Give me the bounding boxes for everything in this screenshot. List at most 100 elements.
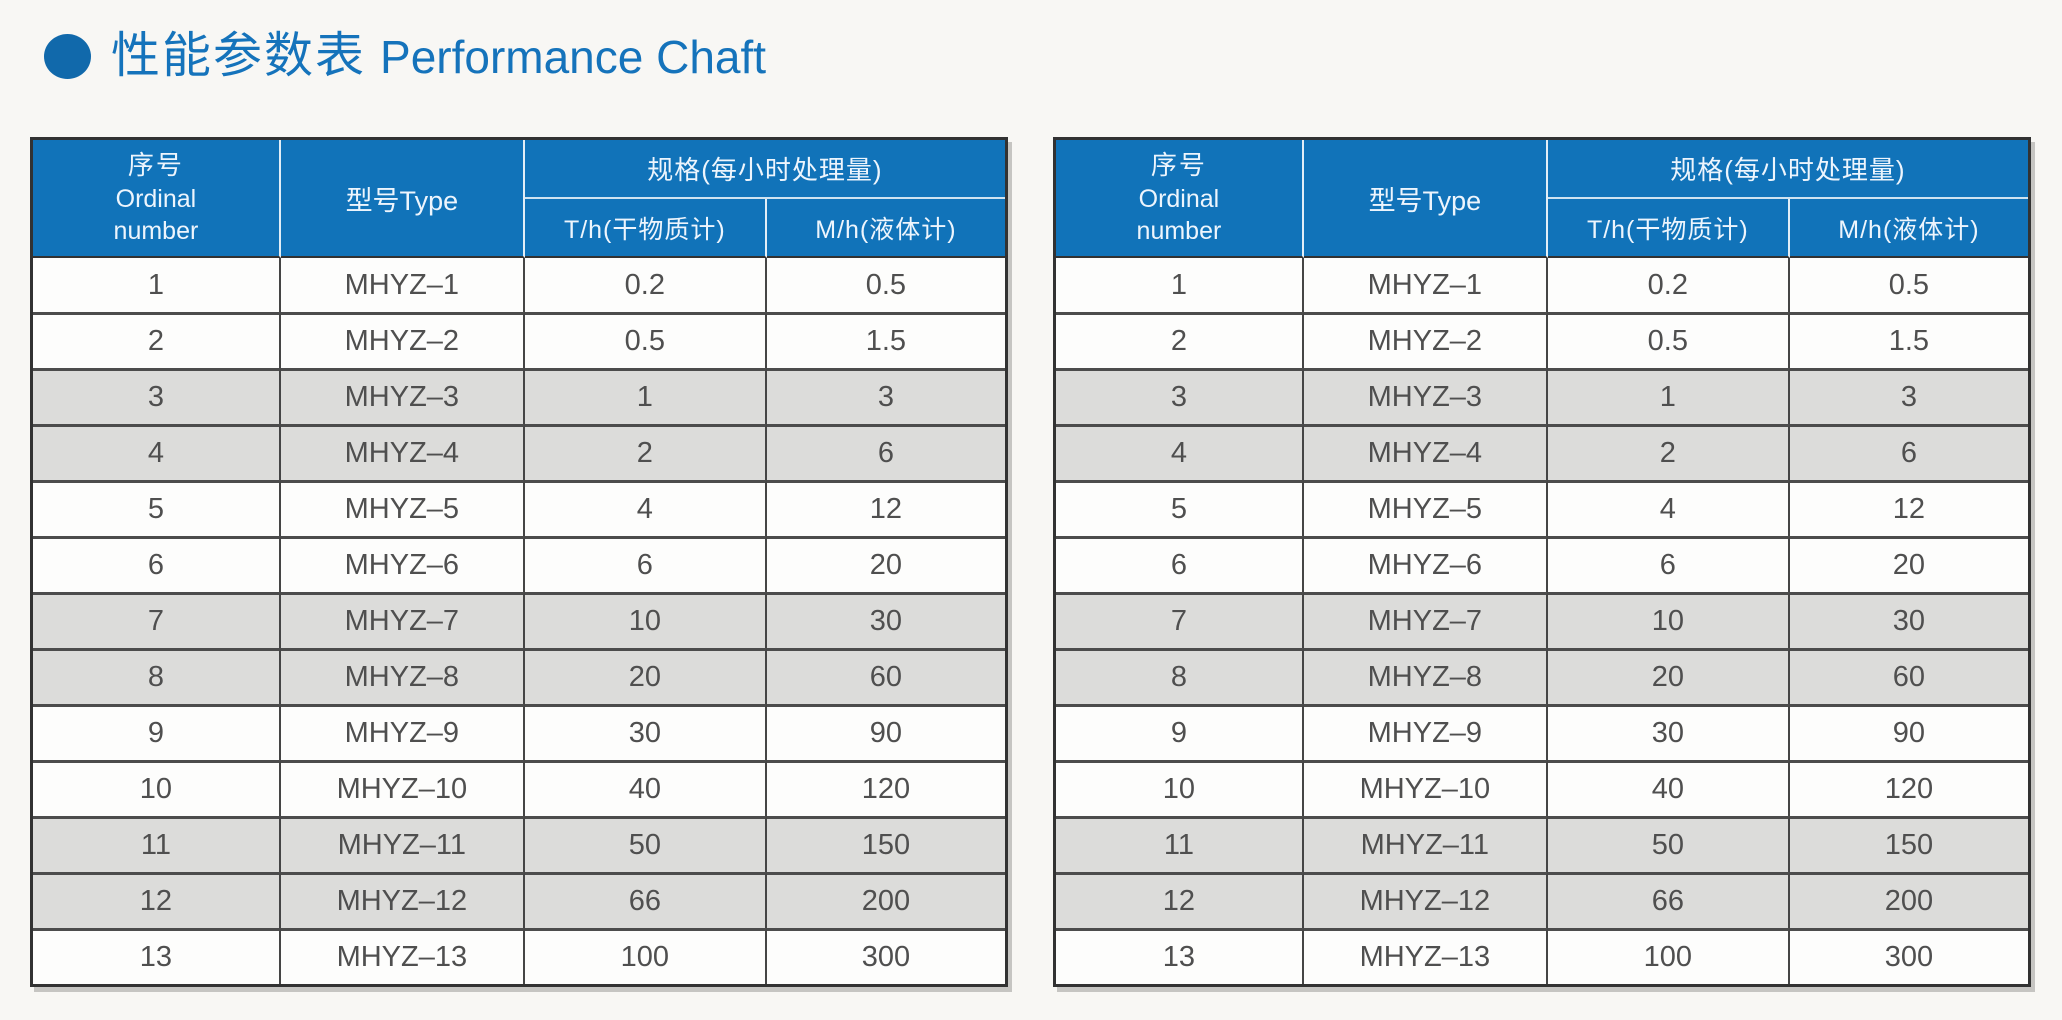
th-value-cell: 50 [524, 816, 767, 872]
mh-value-cell: 6 [1789, 424, 2028, 480]
th-value-cell: 66 [1547, 872, 1790, 928]
page-title-zh: 性能参数表 [111, 29, 367, 83]
header-ordinal-zh: 序号 [127, 150, 184, 181]
type-cell: MHYZ–5 [280, 480, 525, 536]
mh-value-cell: 3 [1789, 368, 2028, 424]
th-value-cell: 6 [1547, 536, 1790, 592]
type-cell: MHYZ–8 [280, 648, 525, 704]
table-row: 6 MHYZ–6 6 20 [1056, 536, 2028, 592]
header-spec-th: T/h(干物质计) [1547, 199, 1790, 258]
mh-value-cell: 0.5 [1789, 258, 2028, 312]
type-cell: MHYZ–12 [1303, 872, 1548, 928]
ordinal-cell: 12 [1056, 872, 1304, 928]
type-cell: MHYZ–5 [1303, 480, 1548, 536]
ordinal-cell: 8 [33, 648, 281, 704]
type-cell: MHYZ–4 [280, 424, 525, 480]
header-ordinal-en-line2: number [113, 216, 199, 245]
table-row: 8 MHYZ–8 20 60 [33, 648, 1005, 704]
th-value-cell: 0.2 [524, 258, 767, 312]
header-ordinal: 序号 Ordinal number [1056, 140, 1304, 258]
type-cell: MHYZ–10 [280, 760, 525, 816]
ordinal-cell: 5 [33, 480, 281, 536]
th-value-cell: 100 [1547, 928, 1790, 984]
type-cell: MHYZ–2 [1303, 312, 1548, 368]
th-value-cell: 6 [524, 536, 767, 592]
th-value-cell: 1 [524, 368, 767, 424]
performance-table-left: 序号 Ordinal number 型号Type 规格(每小时处理量) T/h(… [30, 137, 1008, 987]
ordinal-cell: 1 [1056, 258, 1304, 312]
ordinal-cell: 11 [33, 816, 281, 872]
mh-value-cell: 150 [766, 816, 1005, 872]
mh-value-cell: 300 [766, 928, 1005, 984]
header-ordinal-en-line1: Ordinal [115, 184, 197, 213]
mh-value-cell: 200 [1789, 872, 2028, 928]
th-value-cell: 66 [524, 872, 767, 928]
table-row: 4 MHYZ–4 2 6 [1056, 424, 2028, 480]
table-row: 7 MHYZ–7 10 30 [1056, 592, 2028, 648]
ordinal-cell: 4 [1056, 424, 1304, 480]
type-cell: MHYZ–2 [280, 312, 525, 368]
type-cell: MHYZ–6 [280, 536, 525, 592]
th-value-cell: 1 [1547, 368, 1790, 424]
header-spec-group: 规格(每小时处理量) [1547, 140, 2028, 199]
ordinal-cell: 2 [1056, 312, 1304, 368]
table-row: 4 MHYZ–4 2 6 [33, 424, 1005, 480]
table-row: 2 MHYZ–2 0.5 1.5 [1056, 312, 2028, 368]
ordinal-cell: 7 [33, 592, 281, 648]
mh-value-cell: 12 [1789, 480, 2028, 536]
th-value-cell: 2 [524, 424, 767, 480]
table-row: 9 MHYZ–9 30 90 [33, 704, 1005, 760]
th-value-cell: 10 [524, 592, 767, 648]
th-value-cell: 50 [1547, 816, 1790, 872]
th-value-cell: 2 [1547, 424, 1790, 480]
th-value-cell: 30 [524, 704, 767, 760]
table-row: 13 MHYZ–13 100 300 [1056, 928, 2028, 984]
mh-value-cell: 90 [1789, 704, 2028, 760]
header-spec-th: T/h(干物质计) [524, 199, 767, 258]
ordinal-cell: 1 [33, 258, 281, 312]
ordinal-cell: 7 [1056, 592, 1304, 648]
ordinal-cell: 9 [33, 704, 281, 760]
table-row: 11 MHYZ–11 50 150 [33, 816, 1005, 872]
type-cell: MHYZ–10 [1303, 760, 1548, 816]
ordinal-cell: 2 [33, 312, 281, 368]
mh-value-cell: 0.5 [766, 258, 1005, 312]
table-row: 1 MHYZ–1 0.2 0.5 [1056, 258, 2028, 312]
ordinal-cell: 8 [1056, 648, 1304, 704]
type-cell: MHYZ–6 [1303, 536, 1548, 592]
table-row: 13 MHYZ–13 100 300 [33, 928, 1005, 984]
ordinal-cell: 11 [1056, 816, 1304, 872]
table-row: 1 MHYZ–1 0.2 0.5 [33, 258, 1005, 312]
type-cell: MHYZ–3 [280, 368, 525, 424]
type-cell: MHYZ–4 [1303, 424, 1548, 480]
table-row: 8 MHYZ–8 20 60 [1056, 648, 2028, 704]
th-value-cell: 100 [524, 928, 767, 984]
th-value-cell: 0.2 [1547, 258, 1790, 312]
table-row: 12 MHYZ–12 66 200 [1056, 872, 2028, 928]
th-value-cell: 20 [524, 648, 767, 704]
mh-value-cell: 120 [1789, 760, 2028, 816]
type-cell: MHYZ–9 [1303, 704, 1548, 760]
type-cell: MHYZ–1 [280, 258, 525, 312]
mh-value-cell: 20 [766, 536, 1005, 592]
mh-value-cell: 1.5 [1789, 312, 2028, 368]
type-cell: MHYZ–12 [280, 872, 525, 928]
ordinal-cell: 13 [33, 928, 281, 984]
table-row: 3 MHYZ–3 1 3 [33, 368, 1005, 424]
th-value-cell: 30 [1547, 704, 1790, 760]
mh-value-cell: 1.5 [766, 312, 1005, 368]
type-cell: MHYZ–11 [280, 816, 525, 872]
th-value-cell: 40 [1547, 760, 1790, 816]
table-row: 7 MHYZ–7 10 30 [33, 592, 1005, 648]
mh-value-cell: 30 [766, 592, 1005, 648]
header-spec-mh: M/h(液体计) [1789, 199, 2028, 258]
ordinal-cell: 13 [1056, 928, 1304, 984]
mh-value-cell: 12 [766, 480, 1005, 536]
header-type: 型号Type [1303, 140, 1548, 258]
header-ordinal-zh: 序号 [1150, 150, 1207, 181]
table-row: 3 MHYZ–3 1 3 [1056, 368, 2028, 424]
header-ordinal-en-line2: number [1136, 216, 1222, 245]
mh-value-cell: 300 [1789, 928, 2028, 984]
type-cell: MHYZ–7 [1303, 592, 1548, 648]
th-value-cell: 4 [1547, 480, 1790, 536]
